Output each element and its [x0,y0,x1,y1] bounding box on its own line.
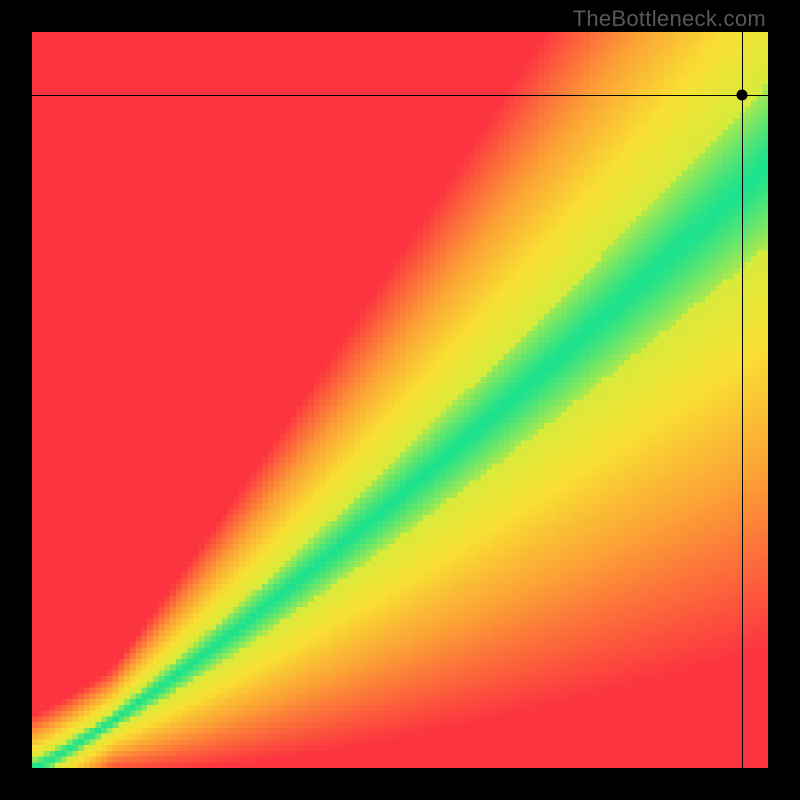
watermark-text: TheBottleneck.com [573,6,766,32]
crosshair-vertical [742,32,743,768]
crosshair-horizontal [32,95,768,96]
heatmap-canvas [32,32,768,768]
crosshair-marker-dot [737,89,748,100]
heatmap-plot [32,32,768,768]
